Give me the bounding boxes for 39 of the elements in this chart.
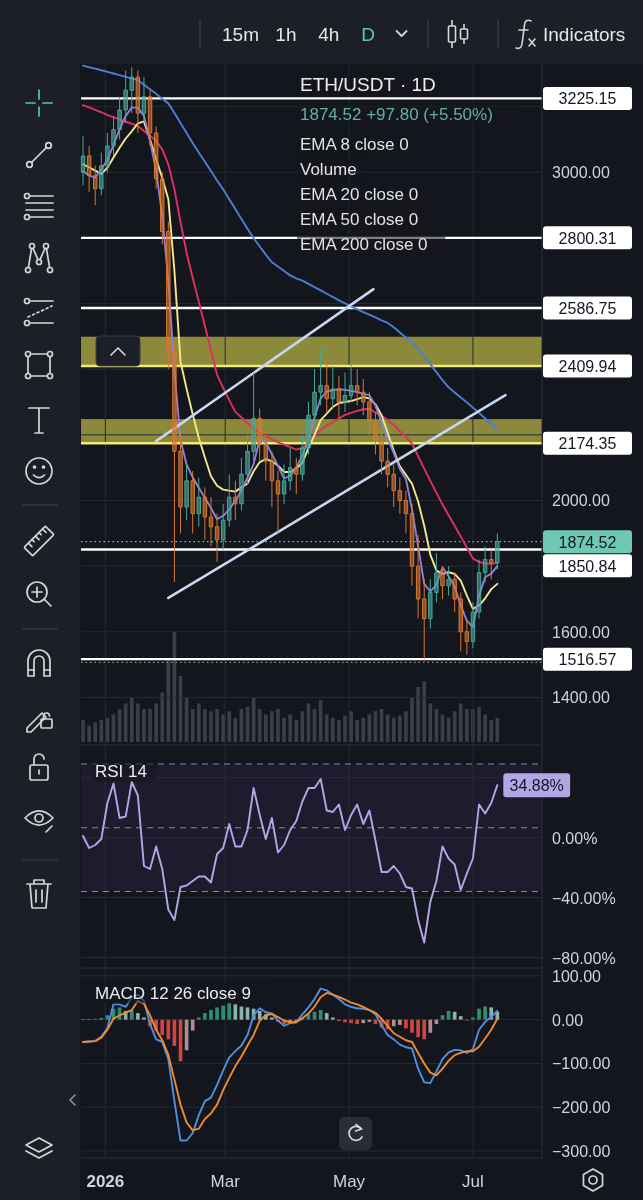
y-tick-label: −100.00 [552, 1054, 611, 1072]
annotation: EMA 200 close 0 [300, 234, 428, 254]
ref-line-label: 3225.15 [558, 89, 617, 107]
ref-line-label: 2174.35 [558, 434, 617, 452]
y-tick-label: −40.00% [552, 889, 616, 906]
text: Indicators [543, 23, 626, 45]
y-tick-label: 0.00% [552, 829, 598, 846]
ref-line-label: 2586.75 [558, 299, 617, 317]
text: 1h [275, 23, 297, 45]
text: D [361, 23, 375, 45]
text: 1874.52 +97.80 (+5.50%) [300, 104, 493, 124]
y-tick-label: 0.00 [552, 1011, 584, 1029]
text: 4h [318, 23, 340, 45]
y-tick-label: 2000.00 [552, 492, 610, 509]
annotation: Volume [300, 159, 357, 179]
y-tick-label: 100.00 [552, 967, 602, 985]
ref-line-label: 2800.31 [558, 229, 617, 247]
ref-line-label: 2409.94 [558, 357, 617, 375]
text: 15m [222, 23, 259, 45]
annotation: 34.88% [509, 776, 564, 794]
ref-line-label: 1516.57 [558, 650, 617, 668]
annotation: EMA 50 close 0 [300, 209, 419, 229]
x-tick-label: 2026 [86, 1171, 125, 1191]
text: ETH/USDT · 1D [300, 73, 436, 95]
x-tick-label: Jul [462, 1171, 484, 1191]
y-tick-label: −300.00 [552, 1142, 611, 1160]
x-tick-label: Mar [210, 1171, 241, 1191]
ref-line-label: 1874.52 [558, 533, 617, 551]
y-tick-label: 1600.00 [552, 623, 610, 641]
text: MACD 12 26 close 9 [95, 983, 251, 1003]
y-tick-label: 3000.00 [552, 163, 610, 181]
y-tick-label: 1400.00 [552, 688, 610, 706]
annotation: EMA 20 close 0 [300, 184, 419, 204]
x-tick-label: May [333, 1171, 366, 1191]
y-tick-label: −80.00% [552, 949, 616, 966]
ref-line-label: 1850.84 [558, 557, 617, 575]
text: RSI 14 [95, 761, 147, 781]
y-tick-label: −200.00 [552, 1098, 611, 1116]
annotation: EMA 8 close 0 [300, 134, 409, 154]
